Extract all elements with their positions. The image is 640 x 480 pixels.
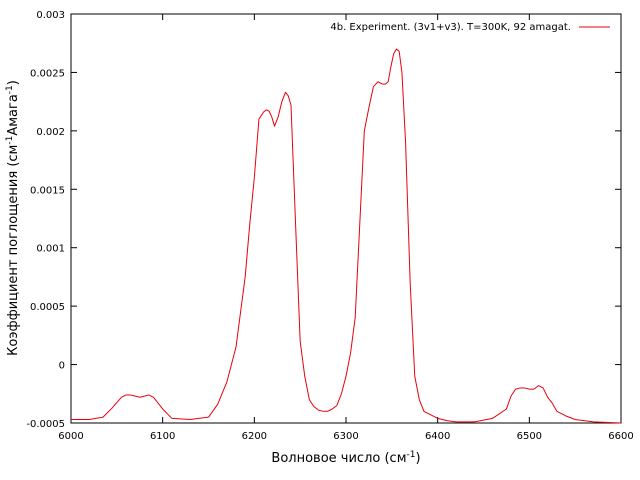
- x-tick-label: 6600: [608, 431, 633, 442]
- y-tick-label: 0.0015: [30, 185, 65, 196]
- series-lines: [71, 48, 622, 424]
- y-tick-label: 0.0025: [30, 68, 65, 79]
- x-tick-label: 6500: [517, 431, 542, 442]
- x-axis-title: Волновое число (см-1): [271, 450, 420, 466]
- axis-ticks: [70, 13, 622, 424]
- y-tick-label: 0: [59, 361, 65, 372]
- x-tick-label: 6300: [333, 431, 358, 442]
- legend: 4b. Experiment. (3v1+v3). T=300K, 92 ama…: [330, 22, 610, 33]
- series-line: [71, 48, 622, 424]
- y-tick-label: 0.002: [36, 127, 65, 138]
- y-tick-label: 0.001: [36, 244, 65, 255]
- x-tick-label: 6100: [150, 431, 175, 442]
- y-tick-label: 0.0005: [30, 302, 65, 313]
- x-tick-label: 6400: [425, 431, 450, 442]
- axis-tick-labels: 6000 6100 6200 6300 6400 6500 6600 -0.0005 0 0.00…: [26, 10, 633, 442]
- x-tick-label: 6000: [58, 431, 83, 442]
- y-tick-label: -0.0005: [26, 419, 65, 430]
- y-axis-title: Коэффициент поглощения (см-1Амага-1): [5, 80, 21, 356]
- x-tick-label: 6200: [242, 431, 267, 442]
- y-tick-label: 0.003: [36, 10, 65, 21]
- legend-label: 4b. Experiment. (3v1+v3). T=300K, 92 ama…: [330, 22, 571, 33]
- plot-frame: [70, 13, 622, 424]
